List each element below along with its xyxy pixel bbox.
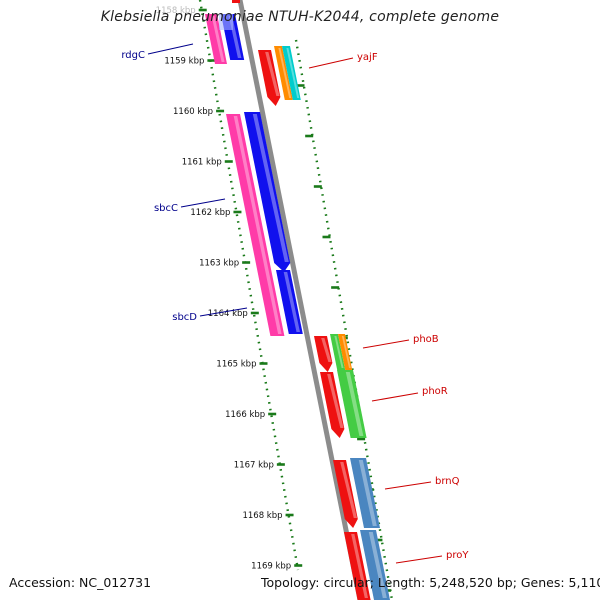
gene-label-phoB[interactable]: phoB — [413, 334, 439, 345]
cds-proY-red[interactable] — [344, 532, 371, 600]
genome-backbone — [237, 0, 363, 600]
cds-yajF-red-highlight — [265, 52, 280, 96]
cds-yajF-orange-highlight — [278, 48, 292, 98]
cds-rdgC-fade — [219, 14, 233, 30]
gene-label-brnQ[interactable]: brnQ — [435, 476, 460, 487]
accession-label: Accession: NC_012731 — [9, 575, 152, 590]
gene-leader-rdgC — [147, 43, 194, 55]
cds-phoR-green[interactable] — [337, 370, 367, 438]
gene-label-sbcC[interactable]: sbcC — [154, 203, 178, 214]
ruler-tick-label: 1161 kbp — [182, 158, 222, 168]
cds-rdgC-pink[interactable] — [205, 14, 227, 64]
gene-leader-sbcC — [180, 198, 226, 208]
gene-label-proY[interactable]: proY — [446, 550, 469, 561]
gene-leader-brnQ — [384, 481, 432, 490]
ruler-tick-label: 1166 kbp — [225, 410, 265, 420]
gene-leader-phoB — [362, 339, 410, 349]
cds-phoR-red-highlight — [327, 374, 344, 428]
gene-label-phoR[interactable]: phoR — [422, 386, 448, 397]
ruler-tick-label: 1165 kbp — [216, 360, 256, 370]
cds-sbcC-blue[interactable] — [244, 112, 291, 272]
cds-sbcD-blue-highlight — [283, 272, 300, 332]
gene-leader-yajF — [308, 57, 354, 69]
cds-sbcC-pink[interactable] — [226, 114, 285, 336]
ruler-tick-label: 1160 kbp — [173, 107, 213, 117]
cds-rdgC-pink-highlight — [211, 16, 225, 62]
ruler-tick-label: 1158 kbp — [156, 6, 196, 16]
gene-leader-sbcD — [199, 307, 248, 317]
cds-brnQ-steel[interactable] — [350, 458, 380, 528]
cds-proY-steel-highlight — [368, 532, 387, 598]
cds-phoB-red[interactable] — [314, 336, 333, 372]
ruler-track-left — [198, 0, 300, 571]
cds-sbcD-blue[interactable] — [276, 270, 303, 334]
cds-proY-red-highlight — [351, 534, 368, 598]
cds-top-partial — [232, 0, 240, 3]
ruler-tick-label: 1167 kbp — [234, 461, 274, 471]
cds-phoB-orange-highlight — [341, 336, 351, 368]
gene-label-yajF[interactable]: yajF — [357, 52, 378, 63]
cds-phoB-green-highlight — [334, 336, 344, 368]
genome-summary: Topology: circular; Length: 5,248,520 bp… — [261, 575, 600, 590]
cds-proY-steel[interactable] — [360, 530, 390, 600]
ruler-tick-label: 1164 kbp — [208, 309, 248, 319]
gene-label-rdgC[interactable]: rdgC — [121, 50, 145, 61]
cds-phoR-green-highlight — [345, 372, 364, 436]
cds-sbcC-pink-highlight — [233, 116, 282, 334]
ruler-tick-label: 1163 kbp — [199, 259, 239, 269]
gene-leader-proY — [395, 555, 443, 564]
cds-yajF-cyan-highlight — [286, 48, 300, 98]
cds-phoB-orange[interactable] — [338, 334, 353, 370]
cds-phoB-green[interactable] — [330, 334, 346, 370]
cds-phoR-red[interactable] — [320, 372, 345, 438]
map-title: Klebsiella pneumoniae NTUH-K2044, comple… — [100, 9, 500, 25]
cds-yajF-orange[interactable] — [274, 46, 293, 100]
cds-sbcC-blue-highlight — [252, 114, 289, 262]
cds-yajF-cyan[interactable] — [282, 46, 301, 100]
cds-brnQ-red[interactable] — [333, 460, 358, 528]
ruler-tick-label: 1168 kbp — [242, 511, 282, 521]
gene-leader-phoR — [371, 392, 419, 402]
cds-phoB-red-highlight — [321, 338, 332, 362]
cds-brnQ-steel-highlight — [358, 460, 377, 526]
ruler-tick-label: 1169 kbp — [251, 562, 291, 572]
cds-yajF-red[interactable] — [258, 50, 281, 106]
ruler-tick-label: 1162 kbp — [190, 208, 230, 218]
gene-label-sbcD[interactable]: sbcD — [172, 312, 197, 323]
ruler-tick-label: 1159 kbp — [164, 57, 204, 67]
cds-brnQ-red-highlight — [340, 462, 357, 518]
